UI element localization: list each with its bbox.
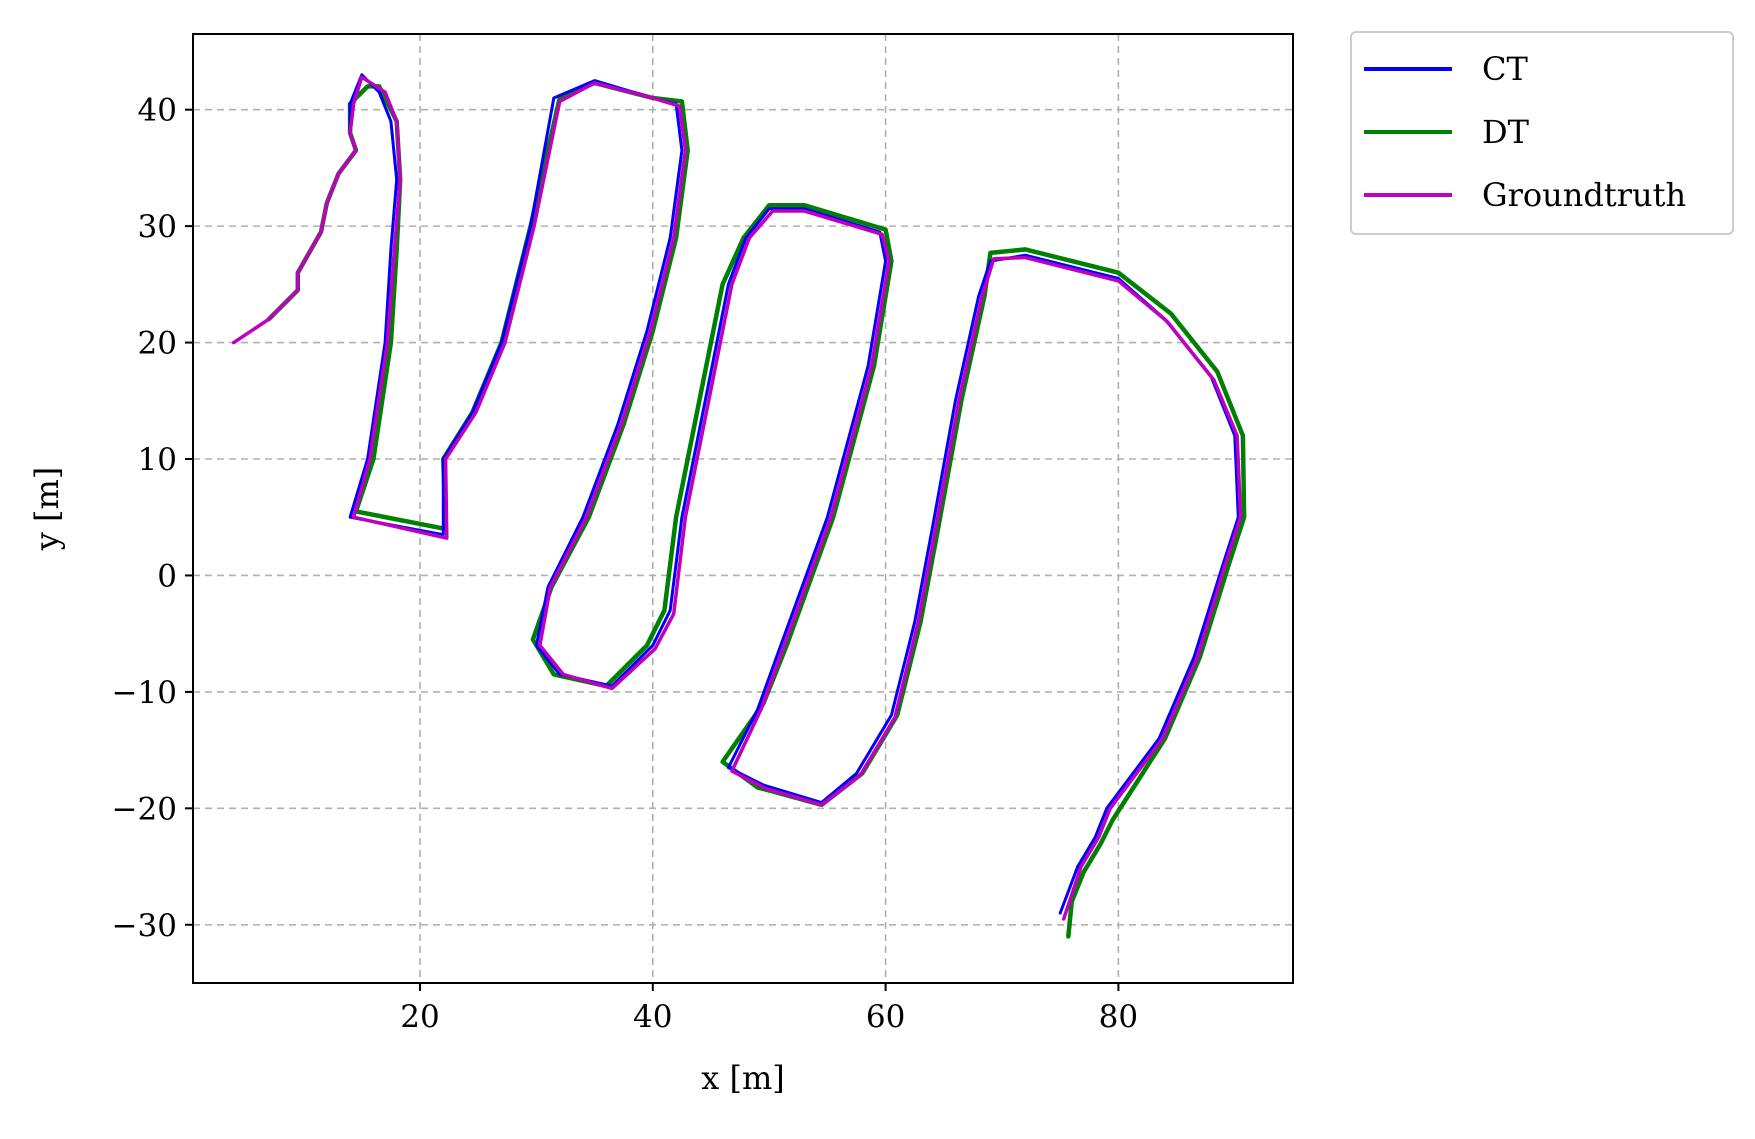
x-tick-label: 80 [1099,999,1138,1035]
legend-label-ct: CT [1482,50,1528,88]
y-tick-label: 20 [138,326,177,362]
legend-label-groundtruth: Groundtruth [1482,176,1686,214]
x-axis-label: x [m] [701,1059,785,1097]
y-tick-label: 30 [138,209,177,245]
y-tick-label: −20 [112,791,177,827]
series-layer [231,73,1247,939]
grid-lines [193,34,1293,983]
legend: CT DT Groundtruth [1350,31,1734,235]
legend-box [1350,31,1734,235]
x-tick-label: 60 [866,999,905,1035]
legend-label-dt: DT [1482,113,1530,151]
y-tick-label: 40 [138,93,177,129]
series-line-ct [232,73,1240,915]
y-tick-label: 0 [157,558,177,594]
y-tick-label: −30 [112,908,177,944]
y-tick-label: 10 [138,442,177,478]
y-axis-label: y [m] [28,467,66,552]
axis-ticks: 20 40 60 80 −30 −20 −10 0 10 20 30 40 [112,93,1139,1035]
series-line-groundtruth [231,75,1243,921]
plot-area-frame [192,33,1294,984]
x-tick-label: 20 [400,999,439,1035]
x-tick-label: 40 [633,999,672,1035]
y-tick-label: −10 [112,675,177,711]
